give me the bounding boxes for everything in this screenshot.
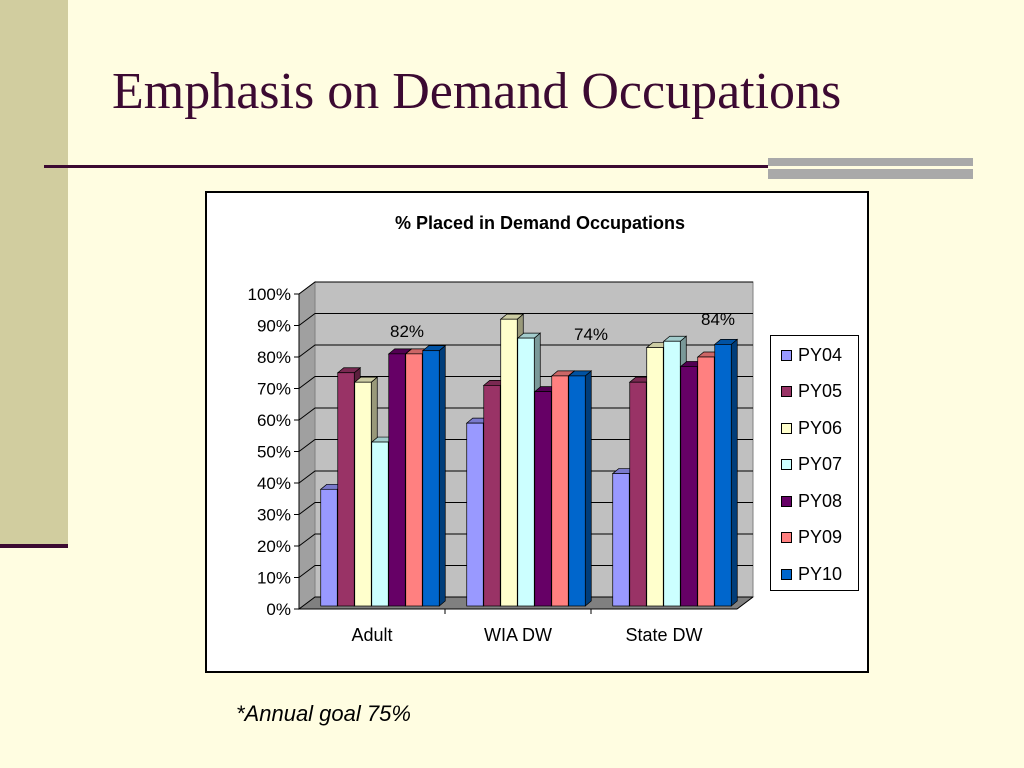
- y-tick-label: 20%: [257, 537, 291, 556]
- gridline: [298, 502, 753, 515]
- legend-label: PY08: [798, 490, 843, 511]
- bar-py06-wia-dw: [500, 318, 518, 607]
- side-decor-bar: [0, 0, 68, 546]
- legend-item-py06: PY06: [781, 418, 842, 438]
- bar-chart: % Placed in Demand Occupations 0% 10% 20% 30…: [248, 213, 755, 645]
- title-underline-accent-gap: [768, 166, 973, 169]
- legend-swatch: [781, 349, 792, 361]
- bar-py06-adult: [354, 381, 372, 607]
- gridline: [298, 439, 753, 452]
- legend-item-py04: PY04: [781, 345, 842, 365]
- slide-title: Emphasis on Demand Occupations: [112, 63, 842, 120]
- gridline: [298, 407, 753, 421]
- y-tick-label: 70%: [257, 380, 291, 399]
- y-tick-label: 0%: [266, 600, 291, 619]
- gridline: [298, 596, 753, 610]
- legend-swatch: [781, 422, 792, 434]
- legend-label: PY07: [798, 454, 843, 474]
- bar-py10-adult: [422, 350, 440, 607]
- gridline: [298, 565, 753, 578]
- bar-py09-wia-dw: [551, 375, 569, 607]
- gridline: [298, 344, 753, 358]
- annual-goal-footnote: *Annual goal 75%: [236, 701, 411, 726]
- title-underline: [44, 165, 772, 168]
- bar-py04-wia-dw: [466, 422, 484, 607]
- legend-label: PY06: [798, 417, 843, 438]
- y-tick-label: 90%: [257, 317, 291, 336]
- chart-legend: PY04 PY05 PY06 PY07 PY08 PY09 PY10: [770, 335, 859, 591]
- chart-title: % Placed in Demand Occupations: [395, 213, 685, 233]
- y-tick-label: 60%: [257, 411, 291, 430]
- legend-swatch: [781, 495, 792, 507]
- gridline: [298, 281, 753, 295]
- bar-side-py10: [584, 370, 592, 607]
- legend-swatch: [781, 532, 792, 543]
- legend-label: PY05: [798, 381, 843, 401]
- gridline: [298, 533, 753, 547]
- x-axis-depth: [736, 596, 754, 610]
- y-tick-label: 100%: [248, 285, 291, 304]
- legend-label: PY10: [798, 563, 843, 584]
- bar-py04-state-dw: [612, 473, 630, 607]
- gridline: [298, 313, 753, 326]
- bar-py07-adult: [371, 441, 389, 607]
- legend-swatch: [781, 459, 792, 470]
- x-category-label: Adult: [351, 625, 392, 645]
- legend-item-py05: PY05: [781, 381, 843, 402]
- side-decor-line: [0, 544, 68, 548]
- bar-py08-adult: [388, 353, 406, 607]
- data-label: 82%: [390, 322, 424, 341]
- x-category-label: WIA DW: [484, 625, 552, 645]
- y-tick-label: 10%: [257, 569, 291, 588]
- bar-py09-adult: [405, 353, 423, 607]
- x-category-label: State DW: [625, 625, 702, 645]
- data-label: 84%: [701, 310, 735, 329]
- data-label: 74%: [574, 325, 608, 344]
- bar-py07-wia-dw: [517, 337, 535, 607]
- y-tick-label: 80%: [257, 348, 291, 367]
- bar-py08-state-dw: [680, 366, 698, 607]
- y-tick-label: 50%: [257, 443, 291, 462]
- y-tick-label: 30%: [257, 506, 291, 525]
- chart-frame: % Placed in Demand Occupations 0% 10% 20% 30…: [205, 191, 869, 673]
- bar-side-py10: [730, 338, 738, 607]
- bar-py10-wia-dw: [568, 375, 586, 607]
- bar-py06-state-dw: [646, 347, 664, 607]
- legend-item-py10: PY10: [781, 564, 842, 584]
- bar-py07-state-dw: [663, 340, 681, 607]
- bar-py05-state-dw: [629, 381, 647, 607]
- bar-py05-adult: [337, 372, 355, 607]
- bar-py04-adult: [320, 488, 338, 607]
- legend-label: PY09: [798, 527, 843, 547]
- y-tick-label: 40%: [257, 474, 291, 493]
- bar-py05-wia-dw: [483, 385, 501, 607]
- legend-swatch: [781, 386, 792, 397]
- gridline: [298, 470, 753, 484]
- legend-item-py09: PY09: [781, 527, 843, 548]
- legend-label: PY04: [798, 344, 843, 365]
- legend-item-py08: PY08: [781, 491, 842, 511]
- bar-py08-wia-dw: [534, 391, 552, 607]
- legend-item-py07: PY07: [781, 454, 843, 475]
- bar-py10-state-dw: [714, 344, 732, 607]
- bar-side-py10: [438, 344, 446, 607]
- gridline: [298, 376, 753, 389]
- bar-py09-state-dw: [697, 356, 715, 607]
- legend-swatch: [781, 568, 792, 580]
